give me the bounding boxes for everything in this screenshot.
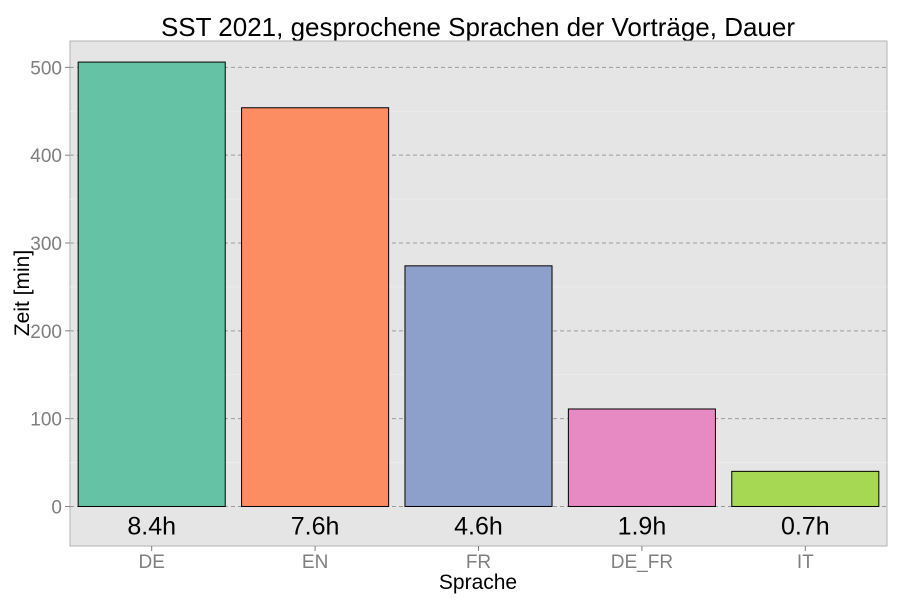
data-labels: 8.4h 7.6h 4.6h 1.9h 0.7h — [127, 512, 829, 540]
y-axis: 0 100 200 300 400 500 — [30, 58, 70, 518]
x-tick-label: DE_FR — [611, 552, 673, 573]
data-label: 1.9h — [618, 512, 667, 540]
x-tick-label: IT — [797, 552, 814, 573]
bar-de — [77, 61, 226, 507]
chart-title: SST 2021, gesprochene Sprachen der Vortr… — [161, 12, 795, 42]
data-label: 8.4h — [127, 512, 176, 540]
y-axis-title: Zeit [min] — [11, 250, 34, 336]
bar-en — [241, 107, 390, 507]
bar-de-fr — [567, 408, 716, 507]
x-tick-label: EN — [302, 552, 328, 573]
bars — [77, 61, 880, 507]
y-tick-label: 400 — [30, 146, 62, 167]
y-tick-label: 300 — [30, 234, 62, 255]
bar-fr — [404, 265, 553, 507]
x-tick-label: DE — [138, 552, 164, 573]
data-label: 0.7h — [781, 512, 830, 540]
y-tick-label: 100 — [30, 410, 62, 431]
data-label: 7.6h — [291, 512, 340, 540]
y-tick-label: 0 — [51, 497, 62, 518]
bar-it — [731, 470, 880, 507]
y-tick-label: 200 — [30, 322, 62, 343]
x-tick-label: FR — [466, 552, 491, 573]
data-label: 4.6h — [454, 512, 503, 540]
x-axis: DE EN FR DE_FR IT — [138, 546, 814, 573]
y-tick-label: 500 — [30, 58, 62, 79]
x-axis-title: Sprache — [439, 571, 517, 594]
